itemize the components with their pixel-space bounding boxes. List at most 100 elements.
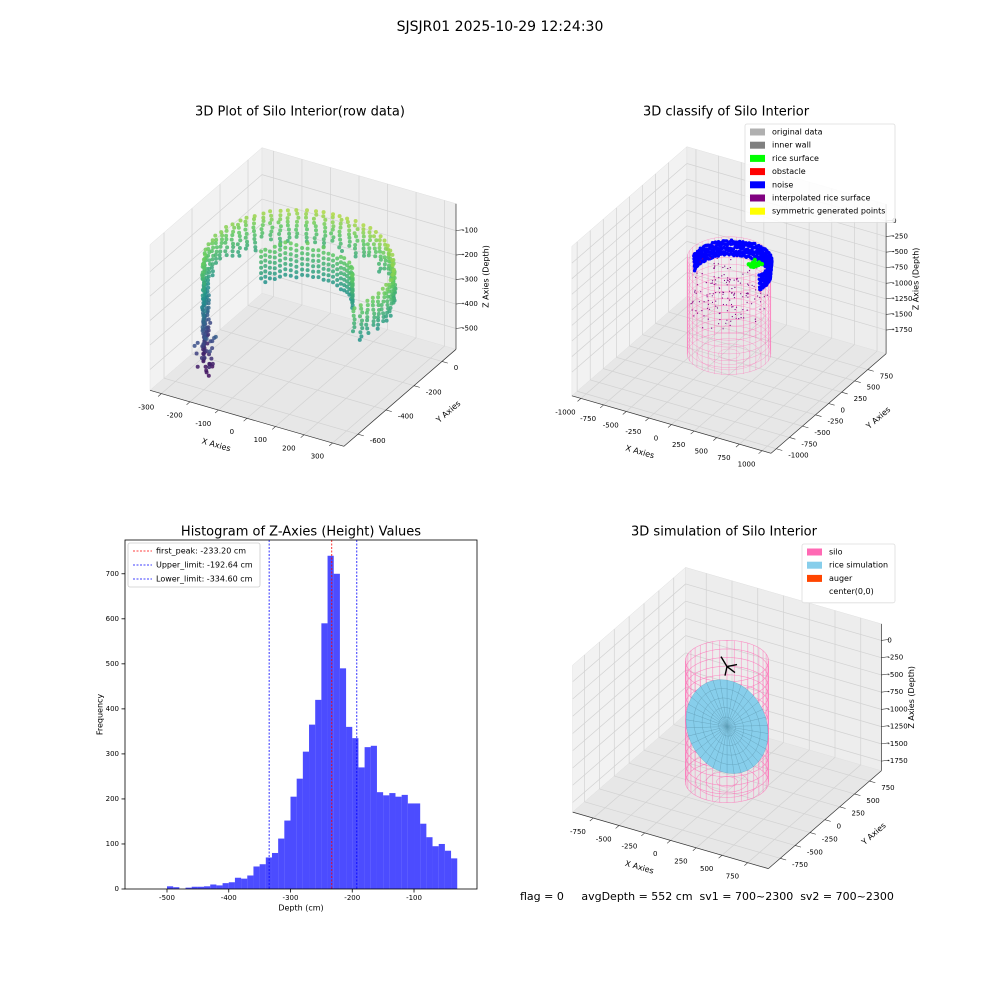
y-tick-label: -500 — [814, 429, 830, 437]
point — [338, 265, 343, 270]
grid-line — [685, 652, 882, 710]
axis-line — [343, 349, 457, 447]
point — [381, 319, 386, 324]
y-tick-label: -250 — [827, 418, 843, 426]
point — [378, 266, 383, 271]
x-tick-label: -200 — [344, 894, 360, 902]
bar — [444, 850, 452, 889]
point — [716, 240, 721, 244]
point — [390, 258, 395, 263]
x-tick-label: 0 — [654, 435, 658, 443]
point — [201, 317, 206, 322]
point — [371, 319, 376, 324]
point — [305, 252, 310, 256]
y-tick-label: 500 — [866, 797, 879, 805]
point — [385, 287, 390, 292]
tick-mark — [329, 442, 333, 447]
point — [288, 268, 293, 273]
grid-line — [261, 174, 457, 231]
legend-label: obstacle — [772, 167, 806, 176]
tick-mark — [690, 430, 695, 435]
point — [278, 274, 282, 279]
bar — [333, 573, 340, 889]
point — [236, 222, 240, 227]
point — [730, 303, 733, 306]
point — [367, 246, 372, 251]
point — [381, 311, 386, 316]
point — [760, 292, 762, 294]
tick-mark — [809, 832, 816, 835]
point — [252, 237, 257, 241]
point — [252, 229, 256, 234]
bar — [407, 803, 415, 889]
tick-mark — [385, 409, 392, 412]
point — [263, 253, 268, 258]
point — [352, 231, 357, 236]
point — [213, 241, 218, 246]
point — [316, 275, 321, 280]
auger — [726, 663, 738, 668]
point — [357, 337, 362, 342]
point — [711, 280, 714, 282]
point — [238, 238, 243, 243]
point — [338, 276, 343, 281]
point — [331, 269, 335, 274]
point — [232, 225, 237, 230]
point — [321, 245, 326, 250]
point — [278, 247, 282, 252]
point — [330, 220, 335, 225]
z-tick-label: -750 — [892, 264, 908, 272]
point — [692, 269, 697, 273]
x-tick-label: 250 — [672, 441, 685, 449]
grid-line — [572, 635, 686, 734]
point — [741, 240, 745, 244]
tick-mark — [157, 393, 162, 397]
point — [376, 315, 380, 320]
point — [366, 253, 371, 258]
point — [747, 284, 750, 286]
point — [358, 303, 363, 308]
point — [731, 306, 733, 308]
point — [692, 260, 696, 264]
point — [373, 254, 378, 259]
point — [267, 265, 272, 270]
point — [757, 281, 762, 285]
x-tick-label: -250 — [625, 428, 641, 436]
point — [382, 238, 387, 243]
point — [347, 243, 352, 248]
x-tick-label: -300 — [138, 403, 154, 411]
grid-line — [655, 323, 855, 382]
grid-line — [685, 669, 882, 727]
chart-title: 3D classify of Silo Interior — [643, 105, 810, 120]
y-tick-label: 250 — [852, 810, 865, 818]
silo-floor — [716, 776, 738, 788]
point — [742, 296, 744, 298]
point — [223, 249, 228, 254]
z-tick-label: -1000 — [892, 279, 912, 287]
grid-line — [571, 256, 688, 357]
x-axis-label: Depth (cm) — [278, 904, 323, 913]
tick-mark — [881, 656, 890, 658]
point — [213, 233, 218, 238]
point — [702, 327, 704, 329]
tick-mark — [867, 369, 874, 372]
point — [746, 301, 748, 303]
y-tick-label: -200 — [426, 388, 442, 396]
point — [390, 263, 395, 268]
point — [316, 264, 321, 269]
point — [326, 257, 331, 262]
point — [200, 293, 205, 298]
x-tick-label: 750 — [717, 454, 730, 462]
auger — [724, 666, 728, 676]
point — [323, 225, 328, 230]
grid-line — [642, 334, 842, 393]
point — [716, 307, 719, 309]
point — [376, 295, 381, 300]
point — [203, 364, 208, 369]
point — [214, 245, 219, 250]
legend-swatch — [750, 194, 765, 202]
point — [285, 219, 290, 224]
tick-mark — [780, 858, 787, 861]
point — [385, 303, 390, 307]
point — [294, 223, 299, 228]
